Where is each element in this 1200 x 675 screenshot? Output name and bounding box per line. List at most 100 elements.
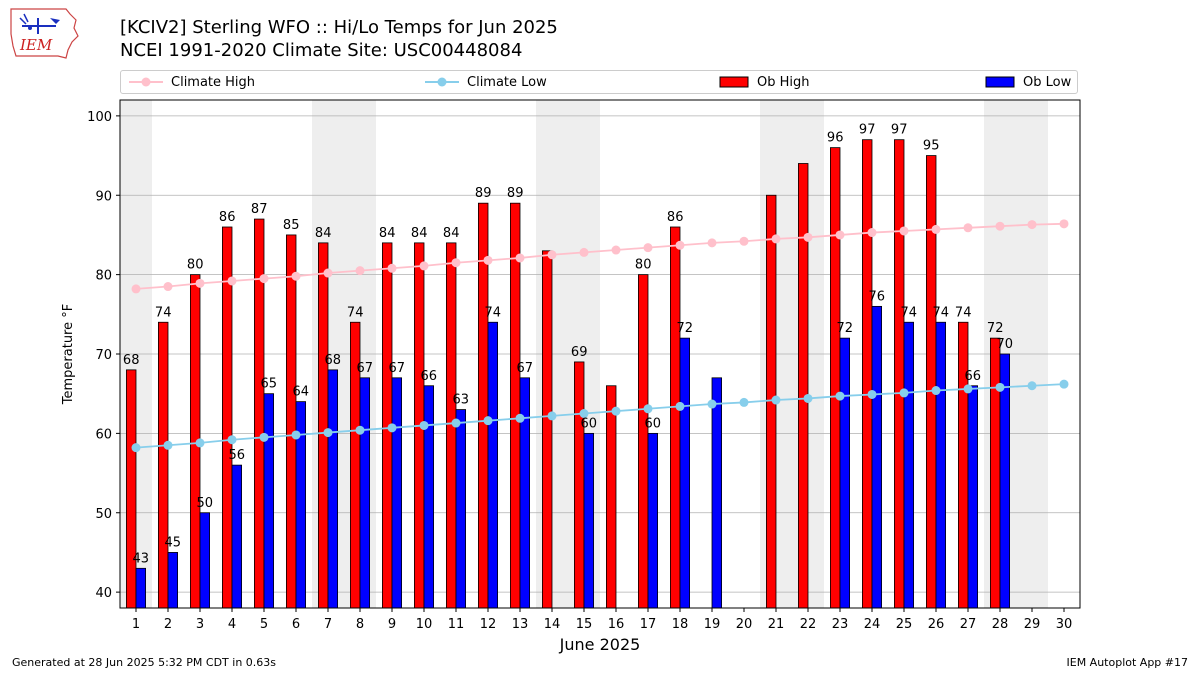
y-tick-label-100: 100 (87, 110, 112, 125)
ob-high-bar-day-18 (670, 226, 681, 609)
legend-ob-high: Ob High (719, 71, 810, 93)
climate-low-point-day-25 (899, 388, 909, 398)
y-axis-title: Temperature °F (61, 304, 76, 405)
ob-high-label-day-18: 86 (667, 210, 684, 225)
x-tick-label-10: 10 (416, 617, 433, 632)
ob-low-label-day-1: 43 (133, 551, 150, 566)
climate-high-point-day-12 (483, 255, 493, 265)
ob-high-label-day-7: 84 (315, 226, 332, 241)
climate-low-point-day-28 (995, 382, 1005, 392)
ob-high-bar-day-7 (317, 242, 329, 609)
climate-low-point-day-22 (803, 393, 813, 403)
climate-low-point-day-13 (515, 413, 525, 423)
climate-high-line (135, 222, 1065, 290)
climate-high-point-day-26 (931, 224, 941, 234)
climate-high-point-day-7 (323, 268, 333, 278)
climate-high-point-day-19 (707, 238, 717, 248)
ob-high-label-day-5: 87 (251, 202, 268, 217)
climate-low-point-day-16 (611, 406, 621, 416)
ob-high-label-day-24: 97 (859, 123, 876, 138)
ob-high-label-day-3: 80 (187, 258, 204, 273)
ob-low-label-day-3: 50 (197, 496, 214, 511)
climate-low-point-day-23 (835, 391, 845, 401)
ob-low-bar-day-3 (199, 512, 211, 609)
ob-low-bar-day-1 (135, 567, 147, 609)
ob-low-label-day-27: 66 (965, 369, 982, 384)
ob-low-label-day-10: 66 (421, 369, 438, 384)
climate-low-point-day-17 (643, 404, 653, 414)
x-tick-label-7: 7 (324, 617, 332, 632)
ob-high-bar-day-16 (606, 385, 617, 609)
ob-low-bar-day-27 (967, 385, 979, 609)
climate-high-point-day-17 (643, 243, 653, 253)
x-tick-label-15: 15 (576, 617, 593, 632)
ob-low-bar-day-18 (679, 337, 691, 609)
ob-low-bar-day-13 (519, 377, 531, 609)
climate-high-point-day-2 (163, 282, 173, 292)
climate-high-point-day-3 (195, 278, 205, 288)
ob-low-label-day-25: 74 (901, 305, 918, 320)
ob-high-bar-day-26 (926, 155, 937, 609)
ob-high-label-day-28: 72 (987, 321, 1004, 336)
climate-low-point-day-8 (355, 425, 365, 435)
footer-app: IEM Autoplot App #17 (1066, 656, 1189, 669)
x-tick-label-27: 27 (960, 617, 977, 632)
legend-ob-low-label: Ob Low (1023, 74, 1072, 90)
climate-low-swatch-icon (425, 77, 459, 87)
ob-high-bar-day-17 (638, 274, 649, 609)
climate-low-point-day-27 (963, 384, 973, 394)
chart-title: [KCIV2] Sterling WFO :: Hi/Lo Temps for … (120, 17, 558, 38)
x-tick-label-1: 1 (132, 617, 140, 632)
x-tick-label-19: 19 (704, 617, 721, 632)
climate-high-point-day-24 (867, 228, 877, 238)
x-tick-label-2: 2 (164, 617, 172, 632)
x-tick-label-29: 29 (1024, 617, 1041, 632)
ob-low-bar-day-26 (935, 321, 947, 609)
ob-low-bar-day-5 (263, 393, 275, 609)
climate-high-point-day-14 (547, 250, 557, 260)
ob-low-label-day-12: 74 (485, 305, 502, 320)
y-tick-label-40: 40 (95, 586, 112, 601)
ob-low-bar-day-2 (167, 552, 179, 609)
ob-low-label-day-7: 68 (325, 353, 342, 368)
x-tick-label-3: 3 (196, 617, 204, 632)
ob-high-label-day-25: 97 (891, 123, 908, 138)
ob-high-bar-day-6 (285, 234, 297, 609)
climate-high-swatch-icon (129, 77, 163, 87)
legend-climate-low: Climate Low (425, 71, 547, 93)
climate-high-point-day-11 (451, 258, 461, 268)
climate-low-point-day-20 (739, 397, 749, 407)
logo-text: IEM (19, 36, 53, 54)
climate-high-point-day-30 (1059, 219, 1069, 229)
ob-low-bar-day-17 (647, 432, 659, 609)
ob-low-label-day-9: 67 (389, 361, 406, 376)
y-tick-label-70: 70 (95, 348, 112, 363)
ob-high-label-day-11: 84 (443, 226, 460, 241)
x-tick-label-12: 12 (480, 617, 497, 632)
ob-high-label-day-8: 74 (347, 305, 364, 320)
ob-high-label-day-17: 80 (635, 258, 652, 273)
ob-low-bar-day-11 (455, 409, 467, 609)
climate-high-point-day-13 (515, 253, 525, 263)
climate-high-point-day-28 (995, 221, 1005, 231)
ob-high-label-day-15: 69 (571, 345, 588, 360)
climate-low-point-day-14 (547, 411, 557, 421)
legend-ob-low: Ob Low (985, 71, 1071, 93)
climate-high-point-day-16 (611, 245, 621, 255)
climate-low-line (135, 383, 1065, 449)
x-tick-label-28: 28 (992, 617, 1009, 632)
ob-high-label-day-6: 85 (283, 218, 300, 233)
climate-low-point-day-2 (163, 440, 173, 450)
ob-high-label-day-10: 84 (411, 226, 428, 241)
ob-high-bar-day-2 (157, 321, 169, 609)
ob-high-label-day-23: 96 (827, 131, 844, 146)
climate-low-point-day-1 (131, 443, 141, 453)
legend-ob-high-label: Ob High (757, 74, 810, 90)
x-tick-label-20: 20 (736, 617, 753, 632)
climate-high-point-day-5 (259, 274, 269, 284)
climate-low-point-day-26 (931, 386, 941, 396)
climate-high-point-day-10 (419, 261, 429, 271)
climate-high-point-day-22 (803, 232, 813, 242)
climate-low-point-day-6 (291, 430, 301, 440)
